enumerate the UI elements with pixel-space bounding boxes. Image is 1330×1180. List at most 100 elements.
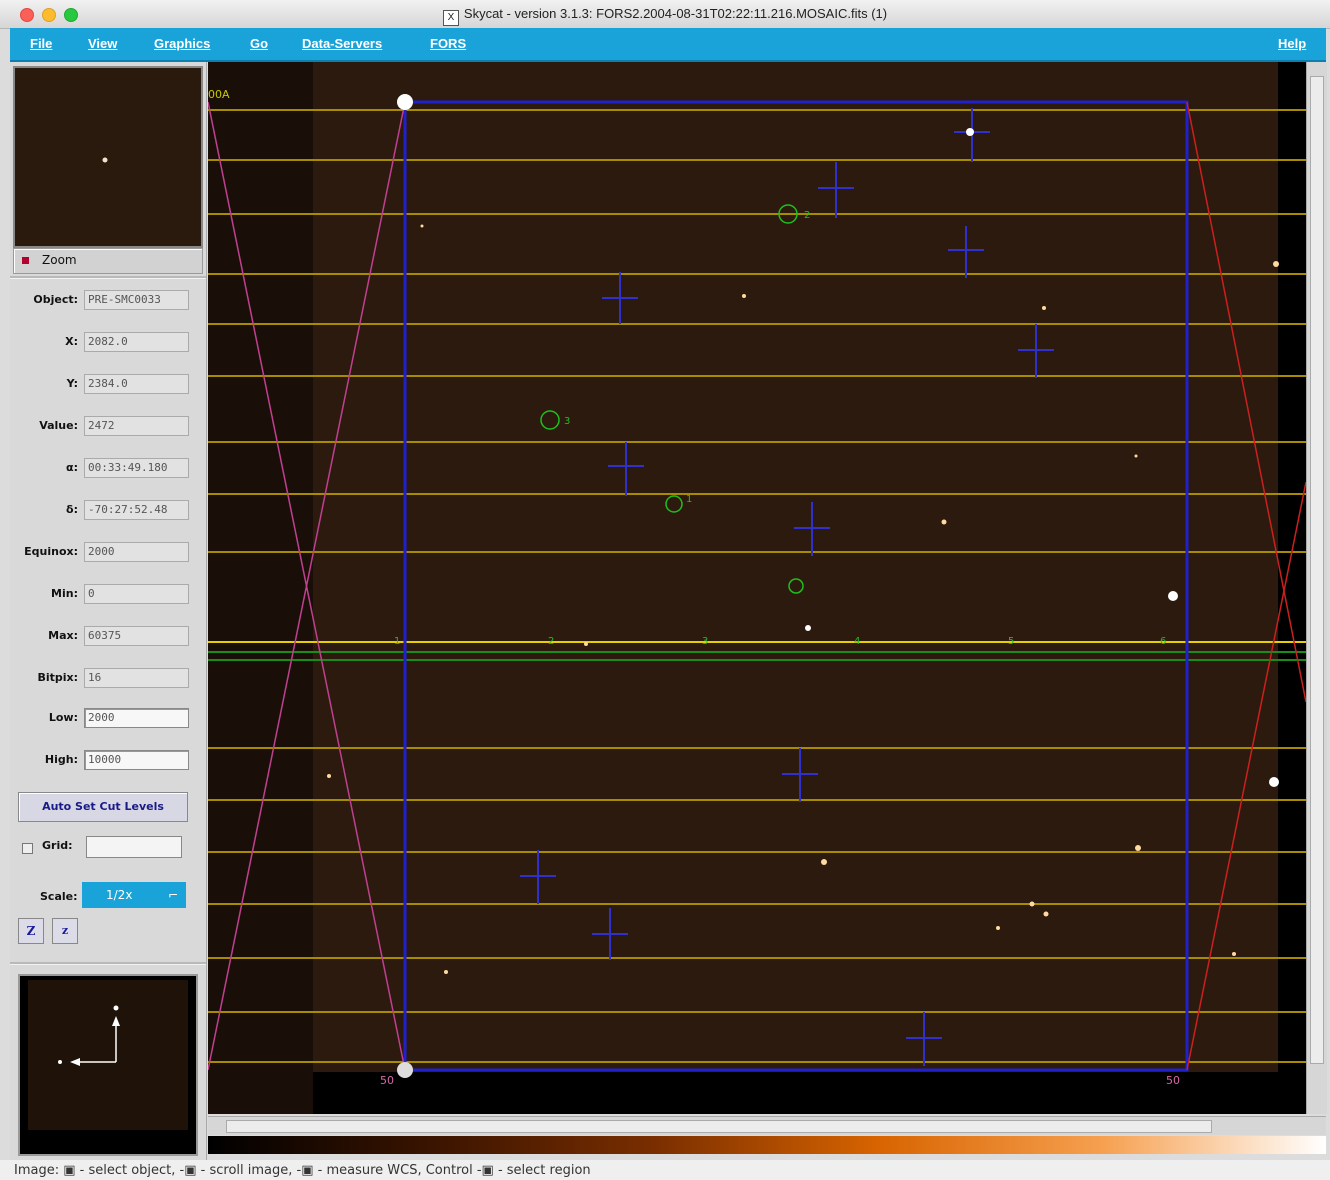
control-panel: Zoom Object: PRE-SMC0033 X: 2082.0 Y: 23…: [10, 62, 207, 1160]
star: [1273, 261, 1279, 267]
value-label: Value:: [39, 419, 78, 432]
slit-index: 3: [702, 636, 708, 647]
star: [1042, 306, 1046, 310]
value-value: 2472: [84, 416, 189, 436]
high-label: High:: [44, 753, 78, 766]
menu-fors[interactable]: FORS: [430, 36, 467, 51]
low-row: Low: 2000: [10, 708, 206, 730]
min-value: 0: [84, 584, 189, 604]
bitpix-value: 16: [84, 668, 189, 688]
zoom-indicator-icon: [22, 257, 29, 264]
panner-window[interactable]: [18, 974, 198, 1156]
high-cut-input[interactable]: 10000: [84, 750, 189, 770]
window-title-bar: X Skycat - version 3.1.3: FORS2.2004-08-3…: [0, 0, 1330, 29]
target-circle[interactable]: [665, 495, 683, 513]
target-circle[interactable]: [788, 578, 804, 594]
target-circle[interactable]: [778, 204, 798, 224]
corner-label: 50: [1166, 1074, 1180, 1087]
scale-value: 1/2x: [106, 888, 133, 902]
slit-index: 4: [854, 636, 860, 647]
min-row: Min: 0: [10, 584, 206, 606]
panner-image: [28, 980, 188, 1130]
menu-data-servers[interactable]: Data-Servers: [302, 36, 383, 51]
north-arrowhead-icon: [112, 1016, 120, 1026]
x-label: X:: [65, 335, 78, 348]
max-value: 60375: [84, 626, 189, 646]
menu-go[interactable]: Go: [250, 36, 269, 51]
minimize-window-button[interactable]: [42, 8, 56, 22]
y-label: Y:: [66, 377, 78, 390]
zoom-out-button[interactable]: z: [52, 918, 78, 944]
target-circle[interactable]: [540, 410, 560, 430]
star: [1029, 901, 1035, 907]
menu-bar: File View Graphics Go Data-Servers FORS …: [10, 28, 1326, 62]
equinox-row: Equinox: 2000: [10, 542, 206, 564]
menu-graphics[interactable]: Graphics: [154, 36, 211, 51]
zoom-label: Zoom: [42, 253, 77, 267]
y-value: 2384.0: [84, 374, 189, 394]
corner-label: 00A: [208, 88, 230, 101]
dec-row: δ: -70:27:52.48: [10, 500, 206, 522]
image-canvas[interactable]: 00A 50 50 2 3 1 1 2: [208, 62, 1306, 1114]
dropdown-icon: ⌐: [167, 888, 178, 902]
maximize-window-button[interactable]: [64, 8, 78, 22]
y-row: Y: 2384.0: [10, 374, 206, 396]
horizontal-scrollbar[interactable]: [208, 1116, 1326, 1135]
fov-handle[interactable]: [397, 1062, 413, 1078]
target-label: 1: [686, 494, 692, 505]
targets: [540, 204, 804, 594]
status-text: Image: ▣ - select object, -▣ - scroll im…: [14, 1163, 591, 1178]
east-arrowhead-icon: [70, 1058, 80, 1066]
star: [742, 294, 746, 298]
star: [1232, 952, 1236, 956]
divider: [10, 962, 206, 965]
auto-set-cut-levels-button[interactable]: Auto Set Cut Levels: [18, 792, 188, 822]
x11-app-icon: X: [442, 10, 459, 26]
vignette-line: [1186, 481, 1306, 1071]
close-window-button[interactable]: [20, 8, 34, 22]
menu-view[interactable]: View: [88, 36, 118, 51]
bitpix-label: Bitpix:: [37, 671, 78, 684]
zoom-window[interactable]: [13, 66, 203, 248]
fov-rectangle[interactable]: [403, 100, 1189, 1072]
image-overlay: 00A 50 50 2 3 1 1 2: [208, 62, 1306, 1114]
fov-handle[interactable]: [397, 94, 413, 110]
target-label: 3: [564, 416, 570, 427]
zoom-window-image: [102, 157, 108, 163]
grid-label: Grid:: [42, 839, 73, 852]
menu-file[interactable]: File: [30, 36, 53, 51]
max-row: Max: 60375: [10, 626, 206, 648]
vignette-line: [208, 101, 406, 1071]
vertical-scrollbar[interactable]: [1306, 62, 1327, 1114]
menu-help[interactable]: Help: [1278, 36, 1307, 51]
equinox-value: 2000: [84, 542, 189, 562]
star: [420, 224, 424, 228]
target-label: 2: [804, 210, 810, 221]
max-label: Max:: [48, 629, 78, 642]
star: [1043, 911, 1049, 917]
slit-index: 2: [548, 636, 554, 647]
star: [1269, 777, 1279, 787]
low-cut-input[interactable]: 2000: [84, 708, 189, 728]
zoom-toggle[interactable]: Zoom: [13, 248, 203, 274]
slit-lines: [208, 109, 1306, 1063]
panner-star: [58, 1060, 62, 1064]
zoom-star: [102, 157, 108, 163]
star: [966, 128, 974, 136]
grid-checkbox[interactable]: [22, 843, 33, 854]
grid-input[interactable]: [86, 836, 182, 858]
status-bar: Image: ▣ - select object, -▣ - scroll im…: [0, 1160, 1330, 1180]
star: [1168, 591, 1178, 601]
horizontal-scroll-thumb[interactable]: [226, 1120, 1212, 1133]
compass-rose: [28, 980, 188, 1130]
scale-select[interactable]: 1/2x ⌐: [82, 882, 186, 908]
slit-index-labels: 1 2 3 4 5 6: [394, 636, 1166, 647]
x-row: X: 2082.0: [10, 332, 206, 354]
corner-label: 50: [380, 1074, 394, 1087]
low-label: Low:: [48, 711, 78, 724]
panner-star: [113, 1005, 119, 1011]
vertical-scroll-thumb[interactable]: [1310, 76, 1324, 1064]
zoom-in-button[interactable]: Z: [18, 918, 44, 944]
star: [996, 926, 1000, 930]
colormap-bar[interactable]: [208, 1136, 1326, 1154]
